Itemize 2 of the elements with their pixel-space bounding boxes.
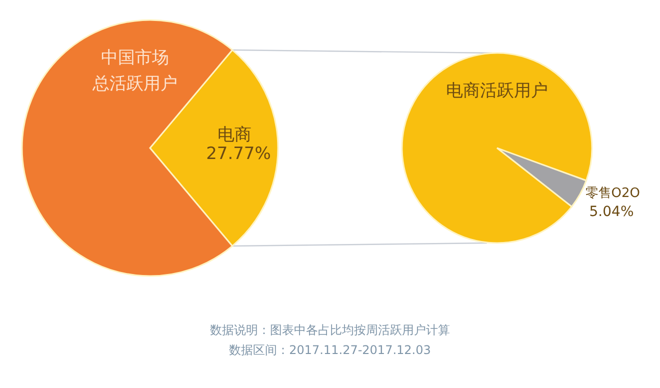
annotation: 数据说明：图表中各占比均按周活跃用户计算 (210, 323, 450, 337)
annotation: 数据区间：2017.11.27-2017.12.03 (229, 343, 431, 357)
